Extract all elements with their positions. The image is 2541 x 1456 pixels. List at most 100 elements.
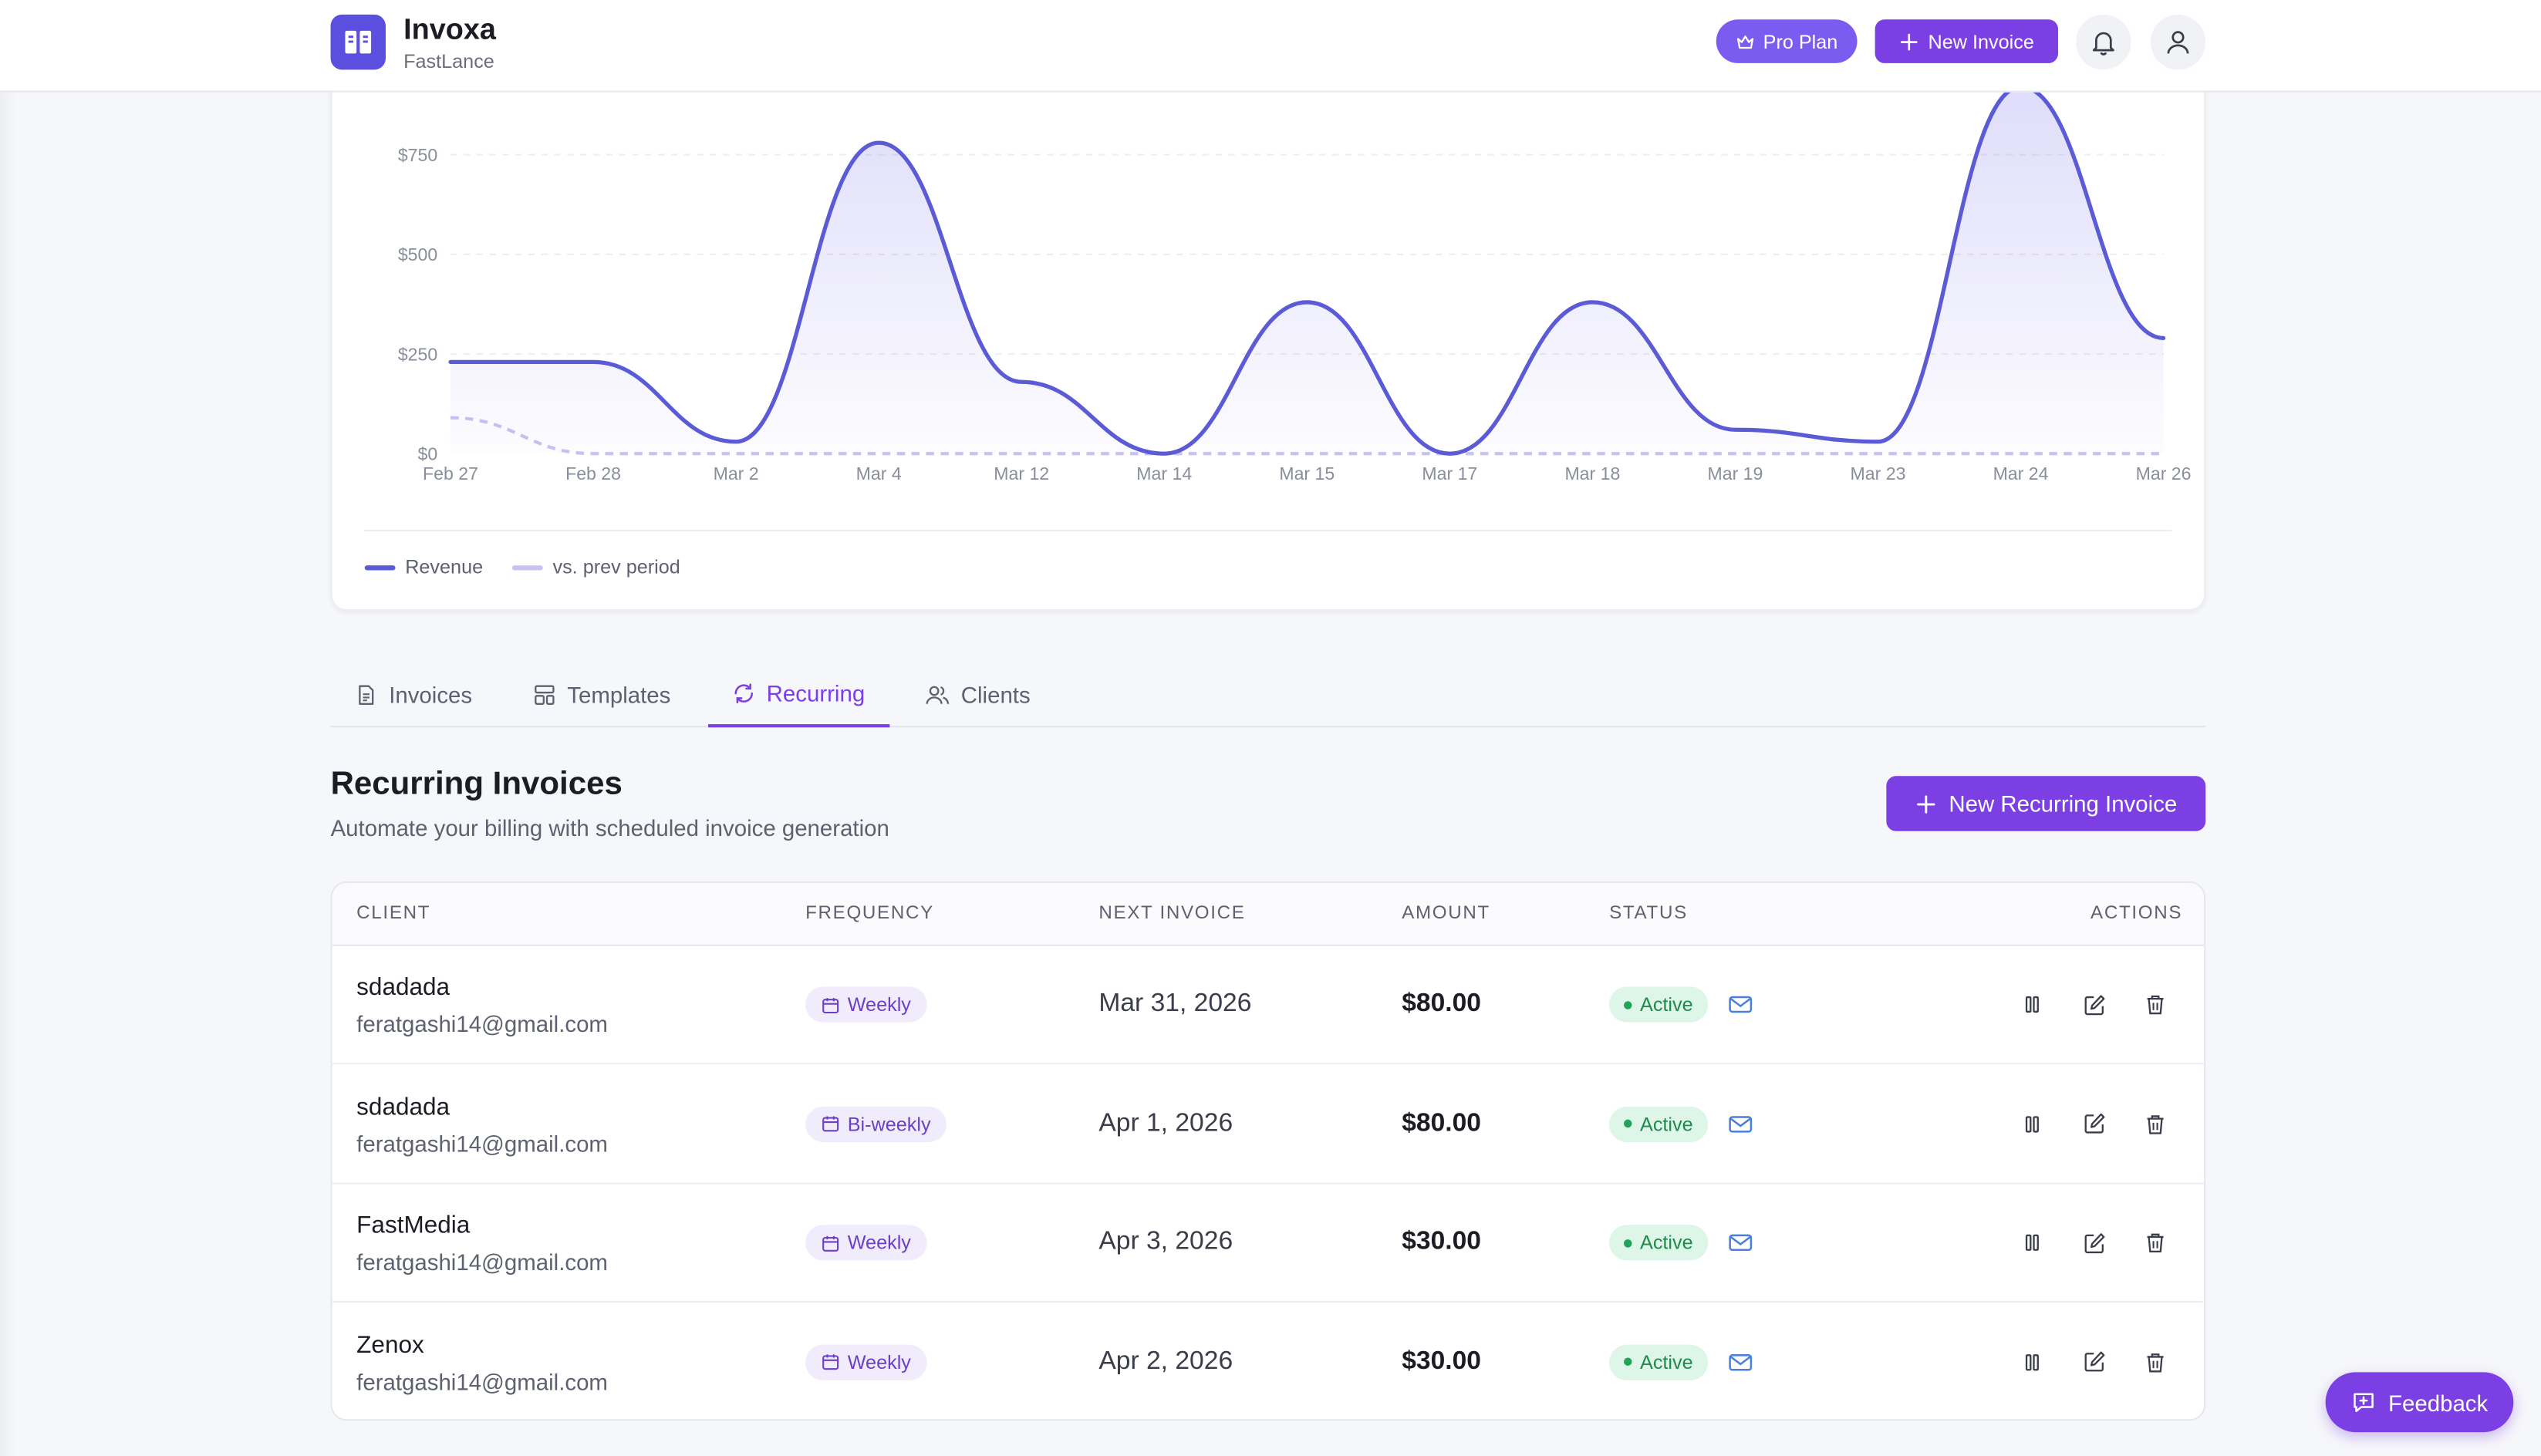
status-dot	[1624, 1119, 1632, 1128]
series-area-revenue	[450, 86, 2164, 454]
y-tick-label: $500	[398, 244, 437, 265]
legend-label-revenue: Revenue	[405, 555, 484, 578]
client-email: feratgashi14@gmail.com	[356, 1010, 608, 1037]
app-title: Invoxa	[403, 12, 496, 46]
series-line-revenue	[448, 85, 2166, 456]
tab-recurring-label: Recurring	[766, 679, 866, 706]
legend-swatch-revenue	[364, 565, 396, 570]
tab-invoices[interactable]: Invoices	[331, 661, 497, 727]
status-label: Active	[1640, 1350, 1693, 1373]
x-tick-label: Feb 27	[423, 463, 478, 484]
mail-svg	[1729, 1353, 1753, 1370]
legend-swatch-prev	[511, 565, 543, 570]
next-invoice-date: Apr 2, 2026	[1098, 1346, 1233, 1375]
x-tick-label: Mar 2	[714, 463, 759, 484]
x-tick-label: Mar 17	[1422, 463, 1477, 484]
recurring-invoices-table: CLIENT FREQUENCY NEXT INVOICE AMOUNT STA…	[330, 881, 2206, 1421]
column-header-client[interactable]: CLIENT	[356, 904, 431, 924]
frequency-badge: Weekly	[805, 986, 927, 1023]
legend-divider	[364, 529, 2172, 532]
status-badge: Active	[1609, 986, 1708, 1023]
x-tick-label: Mar 15	[1279, 463, 1335, 484]
table-row[interactable]: Zenox feratgashi14@gmail.com Weekly Apr …	[332, 1303, 2204, 1419]
edit-icon	[2084, 1232, 2104, 1253]
delete-button[interactable]	[2141, 1109, 2170, 1138]
new-invoice-button[interactable]: New Invoice	[1875, 19, 2059, 63]
tab-templates-label: Templates	[567, 681, 671, 707]
delete-button[interactable]	[2141, 1228, 2170, 1257]
status-label: Active	[1640, 1231, 1693, 1255]
plus-icon	[1900, 32, 1918, 50]
workspace-name: FastLance	[403, 50, 494, 73]
table-row[interactable]: FastMedia feratgashi14@gmail.com Weekly …	[332, 1185, 2205, 1303]
tab-invoices-label: Invoices	[389, 681, 473, 707]
frequency-badge: Bi-weekly	[805, 1105, 947, 1142]
column-header-next-invoice[interactable]: NEXT INVOICE	[1098, 904, 1246, 924]
users-icon	[926, 685, 950, 703]
tab-recurring[interactable]: Recurring	[708, 661, 889, 728]
table-row[interactable]: sdadada feratgashi14@gmail.com Weekly Ma…	[332, 946, 2205, 1065]
book-icon	[345, 30, 372, 54]
column-header-amount[interactable]: AMOUNT	[1402, 904, 1490, 924]
delete-button[interactable]	[2141, 1347, 2170, 1377]
pause-button[interactable]	[2017, 1109, 2047, 1138]
tab-clients[interactable]: Clients	[901, 661, 1055, 727]
x-tick-label: Mar 12	[994, 463, 1049, 484]
status-dot	[1624, 1357, 1632, 1366]
layout-icon	[535, 684, 555, 704]
edit-icon	[2084, 1113, 2104, 1134]
new-recurring-invoice-button[interactable]: New Recurring Invoice	[1886, 776, 2206, 831]
invoice-amount: $80.00	[1402, 1108, 1481, 1137]
page-title: Recurring Invoices	[330, 766, 623, 802]
notifications-button[interactable]	[2076, 14, 2131, 70]
pause-button[interactable]	[2017, 1228, 2047, 1257]
mail-icon[interactable]	[1727, 1230, 1753, 1264]
pause-button[interactable]	[2017, 1347, 2047, 1377]
mail-icon[interactable]	[1727, 1349, 1753, 1383]
edit-button[interactable]	[2079, 990, 2108, 1020]
edit-button[interactable]	[2079, 1347, 2108, 1377]
user-menu-button[interactable]	[2150, 14, 2206, 70]
mail-svg	[1729, 996, 1753, 1013]
mail-icon[interactable]	[1727, 992, 1753, 1026]
pause-button[interactable]	[2017, 990, 2047, 1020]
edit-icon	[2084, 994, 2104, 1015]
next-invoice-date: Apr 1, 2026	[1098, 1108, 1233, 1137]
status-label: Active	[1640, 993, 1693, 1016]
trash-icon	[2147, 1233, 2164, 1253]
trash-icon	[2147, 1114, 2164, 1134]
table-row[interactable]: sdadada feratgashi14@gmail.com Bi-weekly…	[332, 1065, 2205, 1184]
chart-legend: Revenue vs. prev period	[364, 555, 680, 578]
x-tick-label: Mar 24	[1993, 463, 2049, 484]
calendar-icon	[822, 1116, 839, 1132]
frequency-label: Bi-weekly	[847, 1112, 931, 1135]
table-header: CLIENT FREQUENCY NEXT INVOICE AMOUNT STA…	[332, 882, 2205, 946]
legend-item-revenue: Revenue	[364, 555, 484, 578]
mail-icon[interactable]	[1727, 1111, 1753, 1144]
column-header-status[interactable]: STATUS	[1609, 904, 1688, 924]
delete-button[interactable]	[2141, 990, 2170, 1020]
new-invoice-label: New Invoice	[1928, 29, 2034, 53]
legend-item-prev: vs. prev period	[511, 556, 680, 578]
x-tick-label: Mar 4	[856, 463, 902, 484]
client-name: sdadada	[356, 1092, 450, 1121]
feedback-button[interactable]: Feedback	[2325, 1372, 2514, 1433]
x-tick-label: Mar 18	[1564, 463, 1620, 484]
app-logo[interactable]	[330, 14, 386, 70]
tab-clients-label: Clients	[960, 681, 1031, 707]
edit-button[interactable]	[2079, 1228, 2108, 1257]
calendar-icon	[822, 1235, 839, 1251]
column-header-actions: ACTIONS	[2091, 904, 2183, 924]
mail-svg	[1729, 1234, 1753, 1252]
client-name: FastMedia	[356, 1212, 471, 1240]
status-badge: Active	[1609, 1225, 1708, 1261]
column-header-frequency[interactable]: FREQUENCY	[805, 904, 934, 924]
client-email: feratgashi14@gmail.com	[356, 1130, 608, 1156]
client-name: Zenox	[356, 1330, 424, 1359]
edit-button[interactable]	[2079, 1109, 2108, 1138]
tab-templates[interactable]: Templates	[509, 661, 695, 727]
pro-plan-label: Pro Plan	[1763, 29, 1838, 53]
status-label: Active	[1640, 1112, 1693, 1135]
pro-plan-button[interactable]: Pro Plan	[1716, 19, 1858, 63]
status-dot	[1624, 1000, 1632, 1009]
